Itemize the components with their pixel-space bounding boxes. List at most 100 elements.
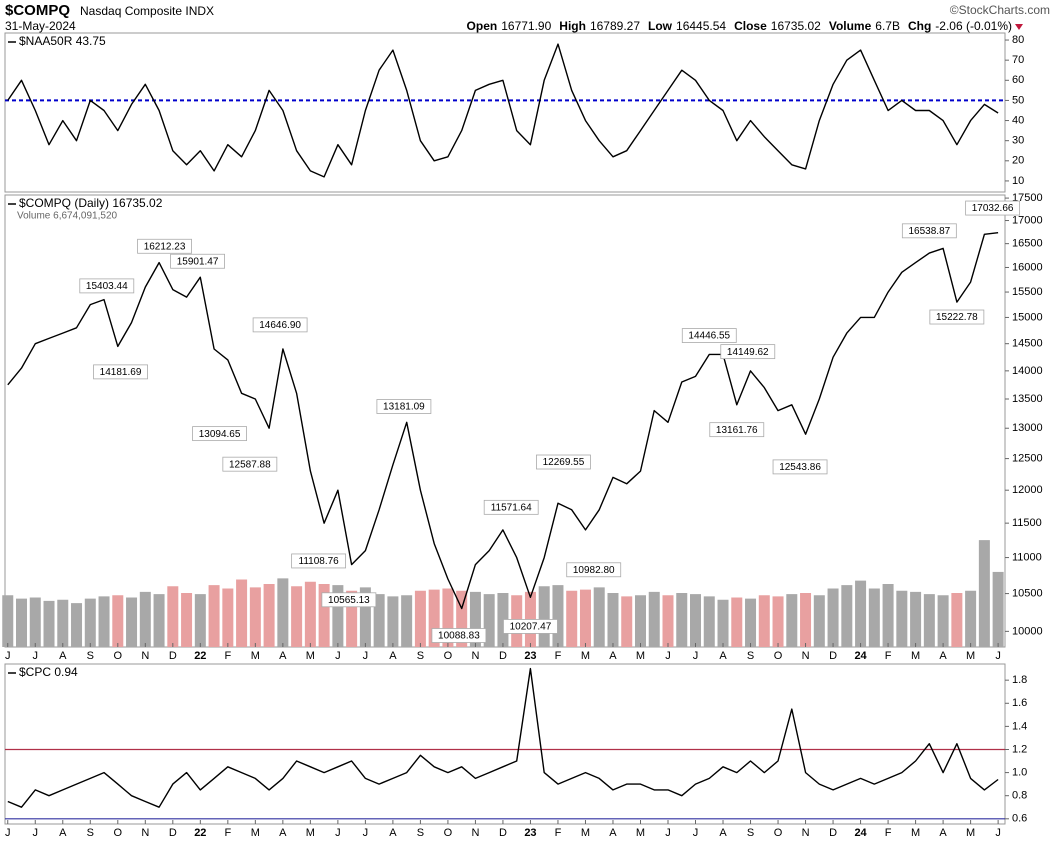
price-stats: Open 16771.90 High 16789.27 Low 16445.54 Close…	[467, 19, 1012, 33]
annotation-label: 16212.23	[144, 241, 186, 252]
annotation-label: 17032.66	[972, 203, 1014, 214]
volume-bar	[772, 596, 784, 647]
y-tick-label: 60	[1012, 74, 1024, 86]
annotation-box	[483, 499, 539, 515]
stat-label: High	[559, 19, 586, 33]
stat-label: Open	[467, 19, 498, 33]
y-tick-label: 16500	[1012, 238, 1043, 250]
volume-bar	[813, 595, 825, 647]
annotation-label: 12543.86	[779, 462, 821, 473]
volume-bar	[662, 595, 674, 647]
y-tick-label: 1.0	[1012, 766, 1027, 778]
down-arrow	[1015, 24, 1023, 30]
annotation-label: 13181.09	[383, 402, 425, 413]
volume-bar	[43, 600, 55, 647]
volume-bar	[579, 589, 591, 647]
y-tick-label: 10500	[1012, 587, 1043, 599]
stat-label: Close	[734, 19, 767, 33]
price-line	[7, 43, 999, 178]
x-tick-label: O	[444, 827, 453, 839]
annotation-box	[222, 456, 278, 472]
x-tick-label: A	[719, 650, 727, 662]
panel-title: $NAA50R 43.75	[19, 34, 106, 48]
y-tick-label: 12000	[1012, 484, 1043, 496]
stat-value: 16771.90	[501, 19, 551, 33]
x-tick-label: D	[499, 650, 507, 662]
volume-bar	[607, 593, 619, 647]
annotation-box	[720, 344, 776, 360]
volume-bar	[346, 590, 358, 647]
x-tick-label: M	[911, 827, 920, 839]
annotation-box	[431, 628, 487, 643]
annotation-box	[321, 592, 377, 608]
symbol: $COMPQ	[5, 2, 70, 19]
annotation-label: 14446.55	[688, 331, 730, 342]
x-tick-label: N	[802, 827, 810, 839]
security-name: Nasdaq Composite INDX	[80, 4, 214, 18]
x-tick-label: O	[114, 827, 123, 839]
volume-bar	[483, 594, 495, 647]
y-tick-label: 13000	[1012, 422, 1043, 434]
annotation-label: 14149.62	[727, 347, 769, 358]
volume-bar	[126, 597, 138, 647]
x-tick-label: M	[581, 650, 590, 662]
annotation-label: 11108.76	[299, 556, 340, 567]
volume-bar	[992, 571, 1004, 647]
annotation-box	[93, 364, 148, 380]
volume-bar	[786, 594, 798, 647]
volume-bar	[236, 579, 248, 647]
volume-bar	[745, 598, 757, 647]
annotation-box	[772, 459, 828, 475]
volume-bar	[634, 595, 646, 647]
x-tick-label: S	[87, 827, 94, 839]
x-tick-label: J	[665, 650, 671, 662]
stat-value: 6.7B	[875, 19, 900, 33]
annotation-label: 12269.55	[543, 457, 585, 468]
volume-bar	[401, 595, 413, 647]
volume-bar	[291, 586, 303, 647]
x-tick-label: 22	[194, 650, 206, 662]
annotation-label: 14181.69	[100, 367, 142, 378]
y-tick-label: 30	[1012, 135, 1024, 147]
x-tick-label: N	[471, 827, 479, 839]
x-tick-label: D	[829, 827, 837, 839]
x-tick-label: O	[444, 650, 453, 662]
x-tick-label: A	[609, 827, 617, 839]
annotation-label: 10982.80	[573, 565, 615, 576]
annotation-box	[536, 454, 591, 470]
volume-bar	[277, 578, 289, 647]
volume-bar	[910, 591, 922, 647]
y-tick-label: 50	[1012, 94, 1024, 106]
stat-label: Volume	[829, 19, 872, 33]
x-tick-label: D	[169, 827, 177, 839]
volume-bar	[249, 587, 261, 647]
volume-bar	[167, 586, 179, 647]
volume-label: Volume 6,674,091,520	[17, 211, 118, 222]
annotation-label: 11571.64	[491, 502, 532, 513]
volume-bar	[222, 588, 234, 647]
annotation-label: 13161.76	[716, 425, 758, 436]
volume-bar	[139, 591, 151, 647]
y-tick-label: 10	[1012, 175, 1024, 187]
volume-bar	[676, 593, 688, 647]
y-tick-label: 1.6	[1012, 697, 1027, 709]
volume-bar	[552, 585, 564, 647]
volume-bar	[318, 584, 330, 647]
x-tick-label: A	[279, 827, 287, 839]
volume-bar	[16, 598, 28, 647]
y-tick-label: 10000	[1012, 625, 1043, 637]
x-tick-label: N	[141, 650, 149, 662]
annotation-box	[901, 223, 957, 239]
stat-value: 16789.27	[590, 19, 640, 33]
x-tick-label: S	[747, 650, 754, 662]
volume-bar	[84, 598, 96, 647]
y-tick-label: 80	[1012, 34, 1024, 46]
x-tick-label: A	[389, 827, 397, 839]
volume-bar	[359, 587, 371, 647]
volume-bar	[497, 593, 509, 647]
y-tick-label: 1.2	[1012, 743, 1027, 755]
volume-bar	[208, 585, 220, 647]
stat-value: 16735.02	[771, 19, 821, 33]
annotation-label: 14646.90	[259, 320, 301, 331]
